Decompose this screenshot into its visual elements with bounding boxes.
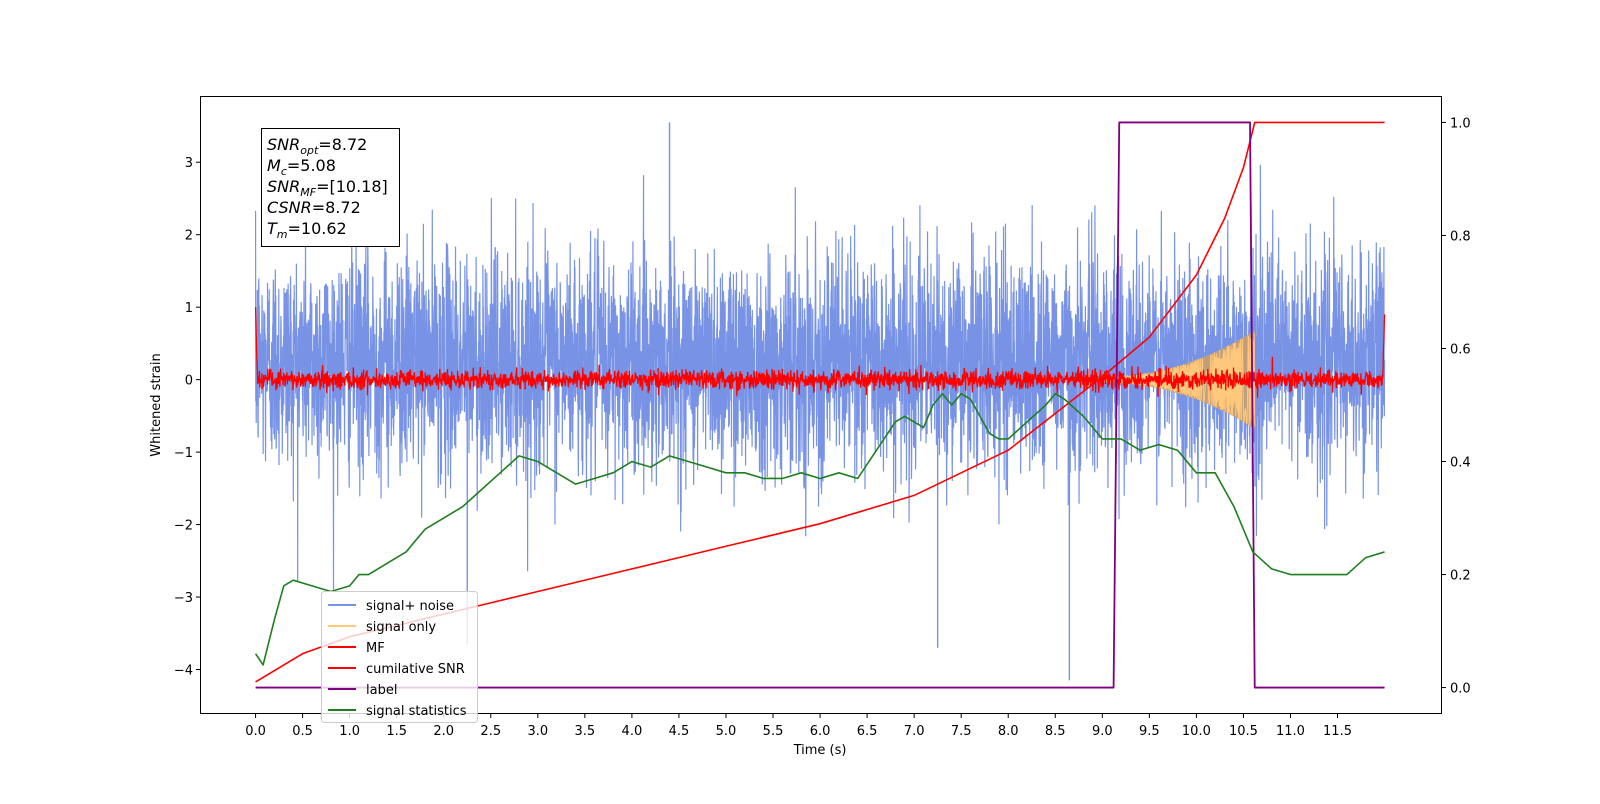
x-tick-label: 0.0: [245, 724, 266, 739]
annotation-frame: [261, 128, 400, 247]
legend-entry: signal only: [366, 620, 436, 635]
y2-tick-label: 1.0: [1450, 116, 1471, 131]
x-tick-label: 1.0: [339, 724, 360, 739]
x-axis-label: Time (s): [793, 743, 847, 758]
y-tick-label: 1: [185, 301, 193, 316]
legend-entry: signal+ noise: [366, 599, 454, 614]
y-tick-label: −2: [174, 519, 193, 534]
x-tick-label: 9.5: [1139, 724, 1160, 739]
y-tick-label: −1: [174, 446, 193, 461]
x-tick-label: 7.0: [904, 724, 925, 739]
legend-entry: MF: [366, 641, 385, 656]
y-tick-label: 3: [185, 156, 193, 171]
y-tick-label: 0: [185, 374, 193, 389]
x-tick-label: 6.0: [810, 724, 831, 739]
y2-tick-label: 0.4: [1450, 456, 1471, 471]
x-tick-label: 9.0: [1092, 724, 1113, 739]
annotation-box: SNRopt=8.72Mc=5.08SNRMF=[10.18]CSNR=8.72…: [261, 128, 400, 247]
y-axis-label: Whitened strain: [149, 353, 164, 456]
y-tick-label: −3: [174, 591, 193, 606]
y-tick-label: −4: [174, 664, 193, 679]
series-signal-statistics: [254, 392, 1385, 666]
y2-tick-label: 0.0: [1450, 682, 1471, 697]
x-tick-label: 3.0: [527, 724, 548, 739]
annotation-line: CSNR=8.72: [267, 198, 361, 217]
x-tick-label: 1.5: [386, 724, 407, 739]
legend-entry: signal statistics: [366, 704, 467, 719]
x-tick-label: 4.5: [669, 724, 690, 739]
legend-entry: cumilative SNR: [366, 662, 465, 677]
y2-tick-label: 0.8: [1450, 229, 1471, 244]
series-mf: [254, 307, 1386, 398]
series-signal-noise: [254, 164, 1386, 590]
x-tick-label: 2.0: [433, 724, 454, 739]
x-tick-label: 10.0: [1182, 724, 1211, 739]
x-tick-label: 0.5: [292, 724, 313, 739]
x-tick-label: 6.5: [857, 724, 878, 739]
annotation-line: SNRMF=[10.18]: [267, 177, 388, 199]
legend: signal+ noise signal only MF cumilative SNR…: [321, 591, 478, 723]
series-label: [255, 121, 1385, 689]
annotation-line: Tm=10.62: [267, 219, 347, 241]
x-tick-label: 11.5: [1323, 724, 1352, 739]
x-tick-label: 5.0: [716, 724, 737, 739]
x-tick-label: 8.0: [998, 724, 1019, 739]
x-tick-label: 2.5: [480, 724, 501, 739]
y2-tick-label: 0.2: [1450, 569, 1471, 584]
legend-entry: label: [366, 683, 397, 698]
x-tick-label: 7.5: [951, 724, 972, 739]
legend-frame: [321, 591, 478, 723]
y2-tick-label: 0.6: [1450, 342, 1471, 357]
annotation-line: SNRopt=8.72: [267, 135, 367, 157]
x-tick-label: 4.0: [622, 724, 643, 739]
y-tick-label: 2: [185, 229, 193, 244]
x-tick-label: 3.5: [575, 724, 596, 739]
annotation-line: Mc=5.08: [267, 156, 336, 178]
x-tick-label: 11.0: [1276, 724, 1305, 739]
axes-layer: 0.0 0.5 1.0 1.5 2.0 2.5 3.0 3.5 4.0 4.5 5.0 5.5 6.0 6…: [174, 116, 1471, 739]
x-tick-label: 8.5: [1045, 724, 1066, 739]
x-tick-label: 10.5: [1229, 724, 1258, 739]
x-tick-label: 5.5: [763, 724, 784, 739]
plot-area-frame: [200, 96, 1442, 714]
